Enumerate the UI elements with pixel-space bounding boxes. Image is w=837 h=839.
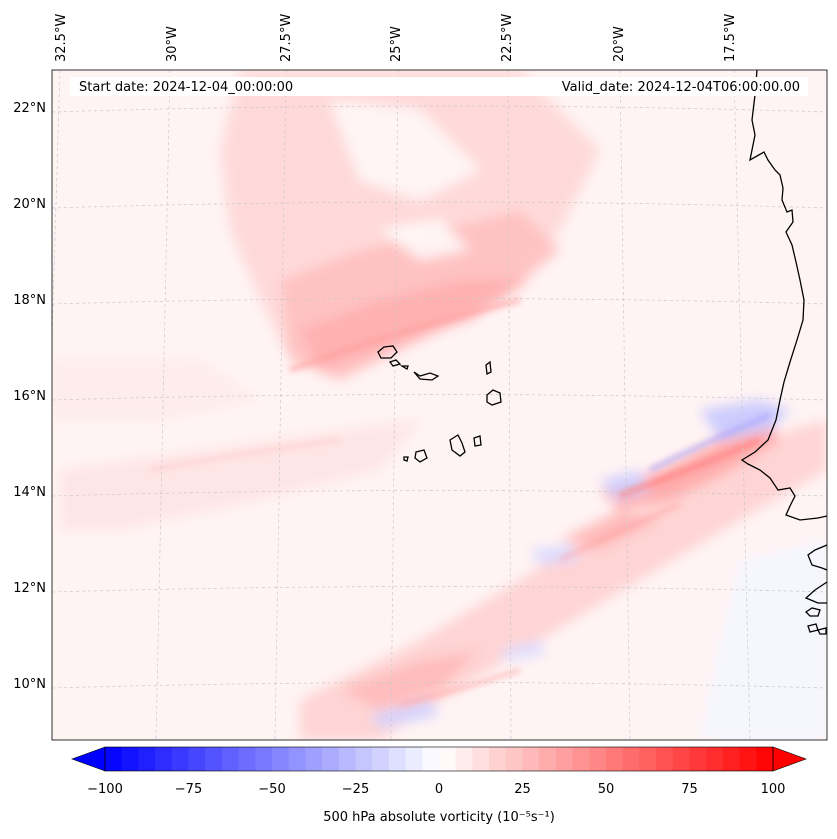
latitude-labels: 22°N 20°N 18°N 16°N 14°N 12°N 10°N [13, 101, 46, 692]
colorbar-cell [439, 747, 457, 771]
colorbar-cell [539, 747, 557, 771]
colorbar-cell [372, 747, 390, 771]
island-santa-luzia [399, 365, 409, 370]
colorbar-cell [455, 747, 473, 771]
colorbar-cell [656, 747, 674, 771]
lat-label: 20°N [13, 197, 46, 212]
colorbar-tick-label: −50 [258, 782, 285, 797]
valid-date-text: Valid_date: 2024-12-04T06:00:00.00 [562, 80, 800, 95]
colorbar-cell [305, 747, 323, 771]
colorbar-tick-label: 0 [435, 782, 443, 797]
colorbar-cell [722, 747, 741, 771]
africa-coastline [740, 70, 827, 521]
longitude-labels: 32.5°W 30°W 27.5°W 25°W 22.5°W 20°W 17.5… [54, 14, 738, 62]
colorbar-cell [355, 747, 373, 771]
map-panel [52, 70, 827, 740]
colorbar-cell [489, 747, 507, 771]
lat-label: 14°N [13, 485, 46, 500]
island-santiago [449, 434, 466, 457]
coastlines [377, 70, 827, 635]
map-frame [51, 69, 828, 741]
lon-label: 20°W [612, 26, 627, 62]
colorbar-cell [322, 747, 340, 771]
colorbar: −100 −75 −50 −25 0 25 50 75 100 500 hPa … [71, 746, 807, 825]
colorbar-cell [622, 747, 640, 771]
colorbar-cell [522, 747, 540, 771]
colorbar-tick-label: 50 [598, 782, 615, 797]
lat-label: 10°N [13, 677, 46, 692]
island-santo-antao [377, 345, 398, 359]
africa-coastline-south [804, 544, 827, 604]
colorbar-cell [706, 747, 724, 771]
colorbar-cell [472, 747, 490, 771]
colorbar-cells [105, 747, 774, 771]
colorbar-cell [105, 747, 123, 771]
bijagos-islands [804, 607, 827, 635]
lon-label: 17.5°W [723, 14, 738, 62]
colorbar-cell [121, 747, 139, 771]
colorbar-cell [255, 747, 273, 771]
colorbar-tick-label: −75 [175, 782, 202, 797]
lat-label: 22°N [13, 101, 46, 116]
colorbar-cell [572, 747, 590, 771]
start-date-text: Start date: 2024-12-04_00:00:00 [79, 80, 293, 95]
lon-label: 30°W [165, 26, 180, 62]
island-maio [473, 435, 482, 447]
island-sao-nicolau [413, 371, 440, 381]
header-bar [70, 77, 808, 96]
colorbar-cell [221, 747, 240, 771]
colorbar-cell [405, 747, 423, 771]
colorbar-cell [388, 747, 407, 771]
island-sal [485, 360, 492, 375]
colorbar-outline [104, 746, 774, 772]
colorbar-ticks: −100 −75 −50 −25 0 25 50 75 100 [87, 782, 785, 797]
colorbar-min-extend [71, 746, 106, 772]
colorbar-cell [739, 747, 757, 771]
colorbar-tick-label: −100 [87, 782, 123, 797]
lat-label: 16°N [13, 389, 46, 404]
colorbar-cell [205, 747, 223, 771]
colorbar-tick-label: −25 [342, 782, 369, 797]
colorbar-cell [238, 747, 256, 771]
colorbar-cell [589, 747, 607, 771]
lon-label: 27.5°W [279, 14, 294, 62]
colorbar-cell [672, 747, 690, 771]
colorbar-cell [338, 747, 356, 771]
lat-label: 18°N [13, 293, 46, 308]
colorbar-cell [639, 747, 657, 771]
lon-label: 25°W [389, 26, 404, 62]
lat-label: 12°N [13, 581, 46, 596]
island-sao-vicente [388, 359, 402, 367]
vorticity-streaks [149, 297, 771, 707]
colorbar-cell [606, 747, 624, 771]
colorbar-cell [171, 747, 189, 771]
colorbar-tick-label: 25 [514, 782, 531, 797]
colorbar-cell [272, 747, 290, 771]
island-fogo [414, 449, 428, 463]
colorbar-max-extend [772, 746, 807, 772]
colorbar-cell [422, 747, 440, 771]
colorbar-cell [756, 747, 774, 771]
colorbar-cell [138, 747, 156, 771]
island-brava [403, 456, 409, 462]
colorbar-label: 500 hPa absolute vorticity (10⁻⁵s⁻¹) [323, 810, 555, 825]
colorbar-cell [155, 747, 173, 771]
map-gridlines [52, 70, 827, 740]
colorbar-cell [288, 747, 306, 771]
lon-label: 22.5°W [500, 14, 515, 62]
lon-label: 32.5°W [54, 14, 69, 62]
colorbar-tick-label: 100 [761, 782, 786, 797]
colorbar-cell [555, 747, 574, 771]
colorbar-tick-label: 75 [681, 782, 698, 797]
colorbar-cell [188, 747, 206, 771]
colorbar-cell [689, 747, 707, 771]
colorbar-cell [505, 747, 523, 771]
island-boa-vista [486, 389, 502, 406]
